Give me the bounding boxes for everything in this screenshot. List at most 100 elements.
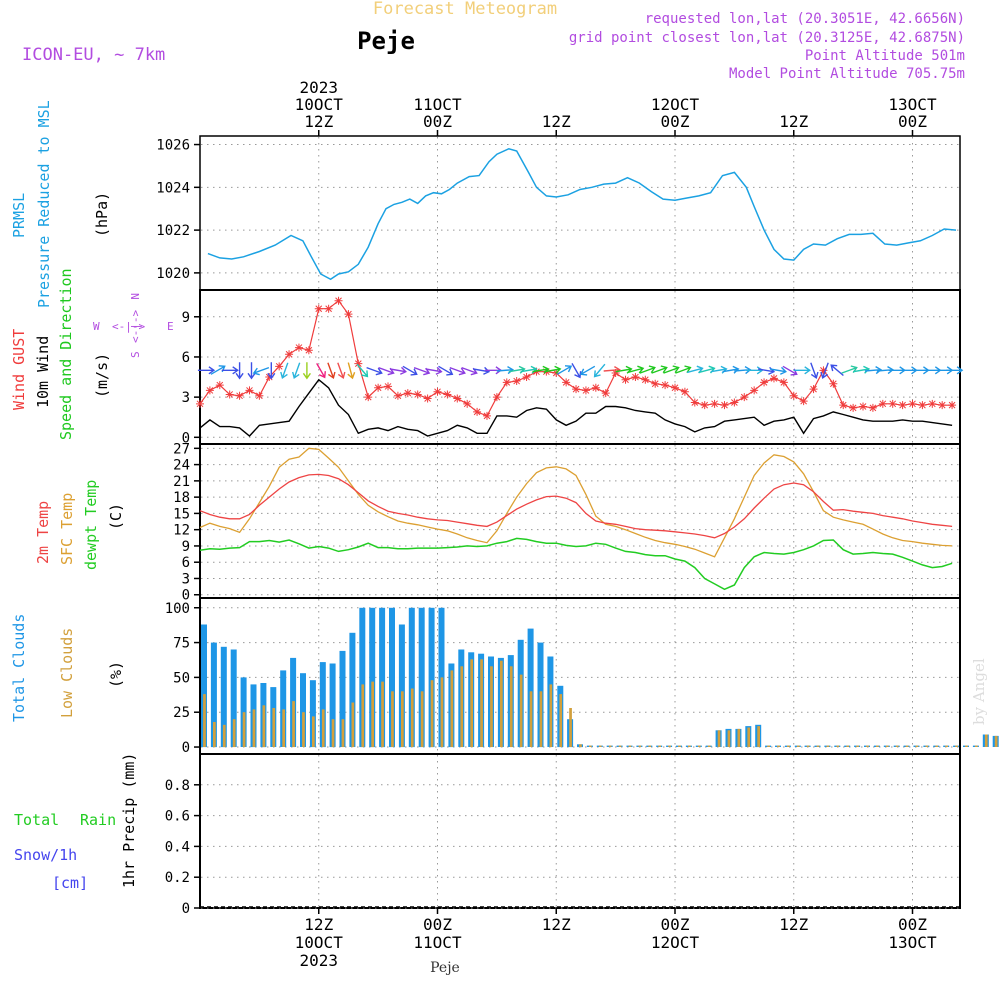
low-cloud-bar	[242, 712, 246, 747]
low-cloud-bar	[351, 702, 355, 748]
low-cloud-bar	[500, 660, 503, 748]
gust-marker	[364, 393, 373, 402]
wind-units: (m/s)	[93, 353, 111, 398]
low-cloud-bar	[509, 666, 513, 748]
gust-marker	[878, 399, 887, 408]
gust-marker	[918, 401, 927, 410]
low-cloud-bar	[410, 688, 414, 747]
pressure-label-msl: Pressure Reduced to MSL	[35, 100, 53, 308]
gust-marker	[661, 381, 670, 390]
gust-marker	[631, 373, 640, 382]
ytick-label: 0.4	[165, 839, 190, 855]
gust-marker	[354, 359, 363, 368]
gust-marker	[205, 386, 214, 395]
low-cloud-bar	[905, 745, 909, 747]
gust-marker	[492, 393, 501, 402]
low-cloud-bar	[678, 745, 681, 747]
ytick-label: 18	[173, 490, 190, 506]
low-cloud-bar	[935, 745, 939, 747]
low-cloud-bar	[282, 709, 285, 747]
precip-total-label: Total	[14, 811, 59, 829]
total-cloud-bar	[339, 650, 346, 747]
low-cloud-bar	[984, 734, 988, 747]
model-altitude: Model Point Altitude 705.75m	[729, 66, 965, 82]
sfc-temp-line	[199, 447, 953, 558]
credit-watermark: by Angel	[970, 658, 988, 725]
wind-arrow	[603, 365, 621, 375]
ytick-label: 9	[182, 310, 190, 326]
precip-cm-label: [cm]	[52, 874, 88, 892]
ytick-label: 15	[173, 506, 190, 522]
low-cloud-bar	[806, 745, 810, 747]
low-cloud-bar	[460, 666, 464, 748]
ytick-label: 1024	[156, 180, 190, 196]
grid-layer	[201, 130, 959, 914]
gust-marker	[196, 399, 204, 408]
low-cloud-bar	[480, 659, 483, 748]
gust-marker	[473, 407, 482, 416]
wind-arrow	[830, 364, 844, 377]
low-cloud-bar	[579, 744, 582, 748]
compass-e: E	[167, 320, 174, 333]
low-cloud-bar	[846, 745, 849, 747]
low-cloud-bar	[737, 728, 741, 747]
ytick-label: 0	[182, 430, 190, 446]
gust-marker	[572, 385, 581, 394]
wind-direction-arrows	[197, 362, 964, 380]
model-label: ICON-EU, ~ 7km	[22, 45, 165, 65]
gust-marker	[393, 391, 402, 400]
bottom-time-label: 10OCT	[295, 933, 344, 952]
total-cloud-bar	[230, 649, 237, 747]
total-cloud-bar	[359, 607, 366, 748]
low-cloud-bar	[697, 745, 701, 747]
low-cloud-bar	[757, 726, 760, 747]
gust-marker	[898, 401, 907, 410]
ytick-label: 1022	[156, 223, 190, 239]
wind-arrow	[746, 366, 764, 375]
ytick-label: 0.2	[165, 870, 190, 886]
ytick-label: 24	[173, 458, 190, 474]
total-cloud-bar	[379, 607, 386, 748]
gust-marker	[334, 296, 343, 305]
low-cloud-bar	[994, 735, 998, 747]
ytick-label: 3	[182, 571, 190, 587]
gust-marker	[225, 390, 234, 399]
wind-arrow	[593, 363, 606, 378]
gust-marker	[710, 399, 719, 408]
temp-2m-label: 2m Temp	[34, 501, 52, 564]
pressure-ticks: 1020 1022 1024 1026	[156, 138, 200, 282]
total-cloud-bar	[369, 607, 376, 748]
wind-arrow	[793, 366, 811, 375]
low-cloud-bar	[331, 719, 335, 748]
gust-marker	[839, 401, 848, 410]
total-cloud-bar	[329, 663, 336, 748]
gust-marker	[888, 399, 897, 408]
low-cloud-bar	[787, 745, 790, 747]
gust-marker	[255, 391, 264, 400]
low-cloud-bar	[767, 745, 770, 747]
location-title: Peje	[357, 27, 415, 55]
gust-marker	[522, 373, 531, 382]
low-cloud-bar	[955, 745, 958, 747]
gust-marker	[621, 375, 630, 384]
ytick-label: 27	[173, 441, 190, 457]
gust-marker	[245, 386, 254, 395]
bottom-time-label: 12Z	[779, 915, 808, 934]
ytick-label: 0.8	[165, 778, 190, 794]
gust-marker	[384, 382, 393, 391]
gust-marker	[948, 401, 957, 410]
wind-arrow	[402, 365, 418, 376]
low-cloud-bar	[292, 701, 295, 748]
wind-arrow	[327, 362, 336, 380]
gust-marker	[859, 402, 868, 411]
bottom-time-label: 2023	[299, 951, 338, 970]
low-cloud-bar	[707, 745, 711, 747]
gust-marker	[463, 399, 472, 408]
total-cloud-bar	[309, 680, 316, 748]
ytick-label: 1020	[156, 266, 190, 282]
low-cloud-bar	[401, 691, 404, 747]
low-cloud-bar	[381, 681, 384, 748]
wind-panel	[199, 289, 961, 445]
gust-marker	[294, 343, 303, 352]
cloud-ticks: 0 25 50 75 100	[165, 601, 200, 756]
